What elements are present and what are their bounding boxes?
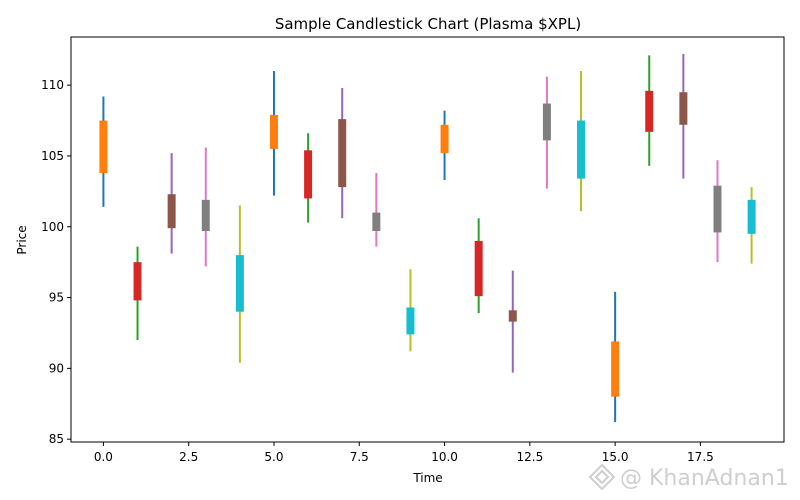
candle-body <box>133 262 142 301</box>
y-axis-ticks: 85 90 95 100 105 110 <box>41 78 71 446</box>
candle <box>474 218 483 314</box>
candle <box>577 70 586 212</box>
candle-body <box>679 92 688 125</box>
candle-body <box>338 119 347 188</box>
candle-body <box>713 185 722 233</box>
candle <box>713 160 722 263</box>
candle <box>201 147 210 267</box>
x-tick-label: 12.5 <box>516 450 543 464</box>
candle <box>338 87 347 219</box>
candles-layer <box>99 53 756 423</box>
y-axis-label: Price <box>15 225 29 254</box>
x-tick-label: 10.0 <box>431 450 458 464</box>
candle <box>99 96 108 207</box>
candle-body <box>269 114 278 149</box>
x-axis-ticks: 0.0 2.5 5.0 7.5 10.0 12.5 15.0 17.5 <box>94 442 714 464</box>
y-tick-label: 100 <box>41 220 64 234</box>
candle-body <box>235 255 244 312</box>
candle-body <box>99 120 108 173</box>
candle <box>133 246 142 341</box>
y-tick-label: 95 <box>49 291 64 305</box>
candle-body <box>645 90 654 132</box>
candle <box>235 205 244 363</box>
x-tick-label: 5.0 <box>264 450 283 464</box>
candle <box>406 269 415 352</box>
exchange-diamond-logo-icon <box>588 463 616 491</box>
candle <box>372 172 381 247</box>
candle-body <box>611 341 620 397</box>
plot-frame <box>70 36 785 443</box>
watermark-text: @ KhanAdnan1 <box>620 466 789 491</box>
candle <box>611 291 620 423</box>
candle <box>542 76 551 189</box>
candle-body <box>440 124 449 154</box>
candle <box>440 110 449 181</box>
x-tick-label: 15.0 <box>602 450 629 464</box>
y-tick-label: 110 <box>41 78 64 92</box>
candle <box>645 55 654 166</box>
x-tick-label: 0.0 <box>94 450 113 464</box>
candle-body <box>542 103 551 141</box>
candle <box>508 270 517 373</box>
candle-body <box>474 240 483 297</box>
candle-body <box>167 194 176 229</box>
watermark: @ KhanAdnan1 <box>588 463 789 491</box>
candle-body <box>406 307 415 335</box>
x-tick-label: 7.5 <box>350 450 369 464</box>
chart-title: Sample Candlestick Chart (Plasma $XPL) <box>275 15 581 33</box>
x-tick-label: 2.5 <box>179 450 198 464</box>
candle <box>269 70 278 196</box>
candle <box>679 53 688 179</box>
candle <box>304 133 313 223</box>
x-axis-label: Time <box>412 471 442 485</box>
y-tick-label: 90 <box>49 361 64 375</box>
candle <box>167 153 176 254</box>
candle <box>747 187 756 264</box>
candle-body <box>508 310 517 322</box>
candle-body <box>304 150 313 199</box>
y-tick-label: 85 <box>49 432 64 446</box>
candle-body <box>372 212 381 232</box>
candle-body <box>201 199 210 232</box>
candle-body <box>747 199 756 234</box>
y-tick-label: 105 <box>41 149 64 163</box>
x-tick-label: 17.5 <box>687 450 714 464</box>
candle-body <box>577 120 586 179</box>
